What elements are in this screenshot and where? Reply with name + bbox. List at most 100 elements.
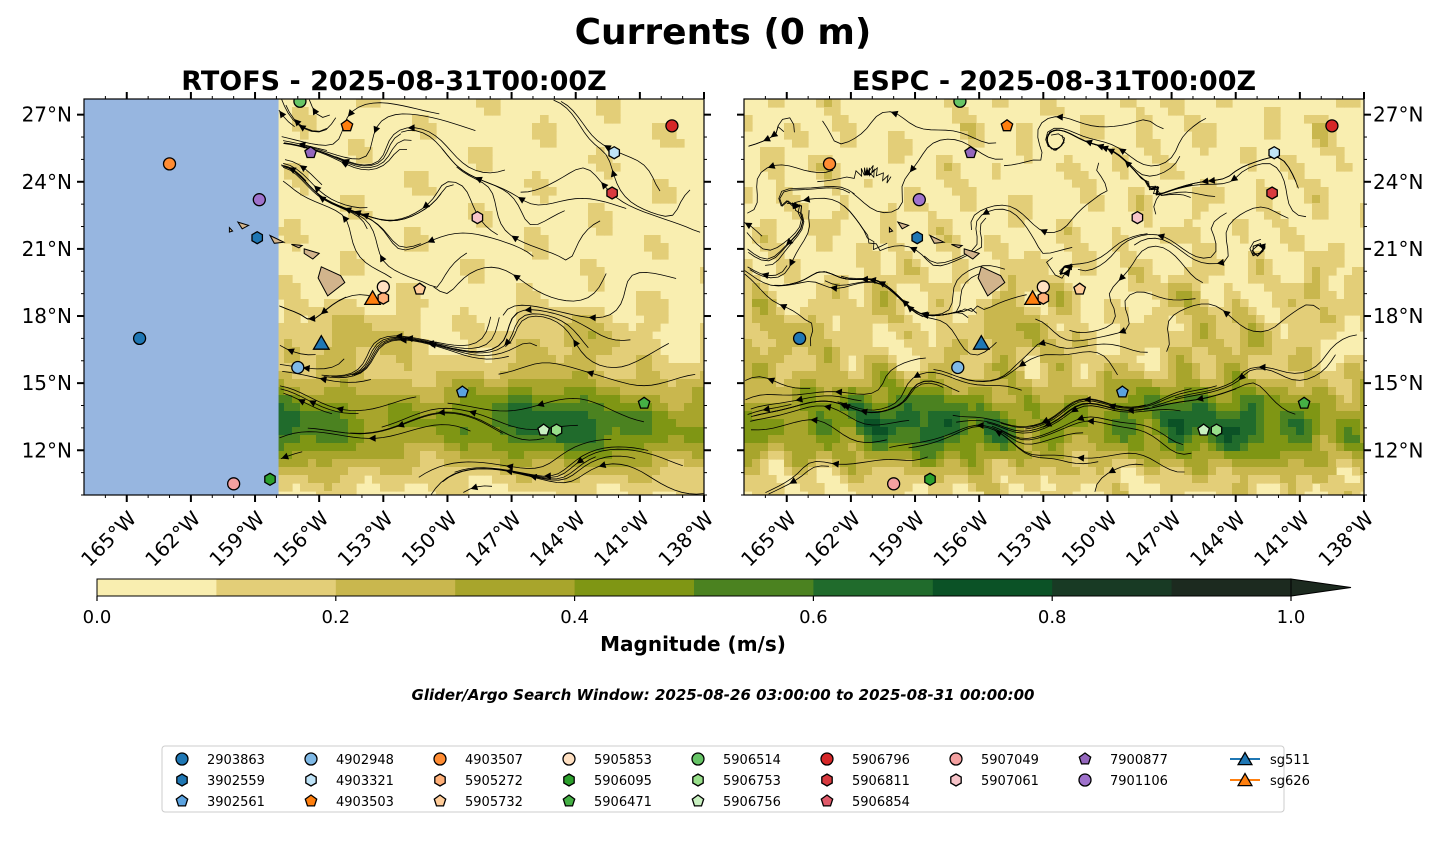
speed-cell [1232, 435, 1241, 444]
speed-cell [808, 315, 817, 324]
speed-cell [1248, 339, 1257, 348]
x-tick-label: 165°W [76, 506, 141, 571]
speed-cell [1232, 355, 1241, 364]
speed-cell [1232, 291, 1241, 300]
speed-cell [976, 467, 985, 476]
speed-cell [760, 331, 769, 340]
speed-cell [460, 323, 469, 332]
speed-cell [1264, 107, 1273, 116]
speed-cell [1328, 443, 1337, 452]
legend-marker-4903507 [433, 752, 447, 766]
speed-cell [308, 347, 317, 356]
speed-cell [476, 435, 485, 444]
streamline-arrow [504, 338, 512, 346]
speed-cell [1320, 387, 1329, 396]
speed-cell [928, 387, 937, 396]
speed-cell [928, 355, 937, 364]
speed-cell [1072, 251, 1081, 260]
speed-cell [340, 475, 349, 484]
speed-cell [1280, 347, 1289, 356]
speed-cell [936, 363, 945, 372]
streamline [837, 372, 1022, 411]
speed-cell [832, 355, 841, 364]
speed-cell [856, 363, 865, 372]
speed-cell [300, 355, 309, 364]
speed-cell [604, 371, 613, 380]
speed-cell [1072, 467, 1081, 476]
speed-cell [1296, 483, 1305, 492]
speed-cell [1208, 435, 1217, 444]
speed-cell [984, 467, 993, 476]
speed-cell [604, 99, 613, 108]
streamline-arrow [982, 208, 991, 215]
speed-cell [1136, 131, 1145, 140]
speed-cell [1240, 315, 1249, 324]
speed-cell [840, 371, 849, 380]
speed-cell [928, 227, 937, 236]
speed-cell [356, 459, 365, 468]
speed-cell [1120, 315, 1129, 324]
speed-cell [1224, 379, 1233, 388]
speed-cell [380, 363, 389, 372]
speed-cell [1296, 379, 1305, 388]
speed-cell [1176, 411, 1185, 420]
speed-cell [580, 363, 589, 372]
speed-cell [928, 347, 937, 356]
streamline [335, 127, 506, 174]
speed-cell [944, 467, 953, 476]
speed-cell [1168, 411, 1177, 420]
speed-cell [1232, 443, 1241, 452]
speed-cell [620, 371, 629, 380]
speed-cell [904, 395, 913, 404]
speed-cell [888, 459, 897, 468]
speed-cell [1000, 435, 1009, 444]
speed-cell [1320, 203, 1329, 212]
speed-cell [1096, 355, 1105, 364]
speed-cell [752, 283, 761, 292]
speed-cell [880, 435, 889, 444]
speed-cell [316, 451, 325, 460]
speed-cell [968, 467, 977, 476]
speed-cell [1152, 379, 1161, 388]
speed-cell [324, 451, 333, 460]
speed-cell [928, 491, 937, 495]
streamline-arrow [1055, 113, 1063, 121]
speed-cell [476, 467, 485, 476]
streamline [351, 210, 534, 257]
speed-cell [1288, 171, 1297, 180]
island [888, 226, 894, 233]
streamline-arrow [1039, 229, 1048, 236]
speed-cell [864, 475, 873, 484]
speed-cell [1312, 275, 1321, 284]
speed-cell [760, 163, 769, 172]
speed-cell [340, 363, 349, 372]
speed-cell [1328, 131, 1337, 140]
speed-cell [768, 475, 777, 484]
speed-cell [1104, 411, 1113, 420]
espc-map-content [744, 99, 1364, 495]
speed-cell [960, 419, 969, 428]
speed-cell [396, 371, 405, 380]
speed-cell [700, 459, 704, 468]
speed-cell [1168, 339, 1177, 348]
speed-cell [596, 339, 605, 348]
speed-cell [1320, 475, 1329, 484]
speed-cell [936, 219, 945, 228]
speed-cell [1224, 467, 1233, 476]
speed-cell [532, 347, 541, 356]
speed-cell [1032, 435, 1041, 444]
legend-label-4903507: 4903507 [465, 753, 523, 768]
speed-cell [380, 331, 389, 340]
speed-cell [1040, 379, 1049, 388]
speed-cell [896, 371, 905, 380]
speed-cell [436, 459, 445, 468]
speed-cell [840, 379, 849, 388]
speed-cell [1080, 379, 1089, 388]
speed-cell [444, 363, 453, 372]
speed-cell [1168, 171, 1177, 180]
streamline-arrow [1076, 414, 1085, 421]
speed-cell [928, 283, 937, 292]
speed-cell [1080, 251, 1089, 260]
speed-cell [1136, 435, 1145, 444]
speed-cell [1168, 419, 1177, 428]
